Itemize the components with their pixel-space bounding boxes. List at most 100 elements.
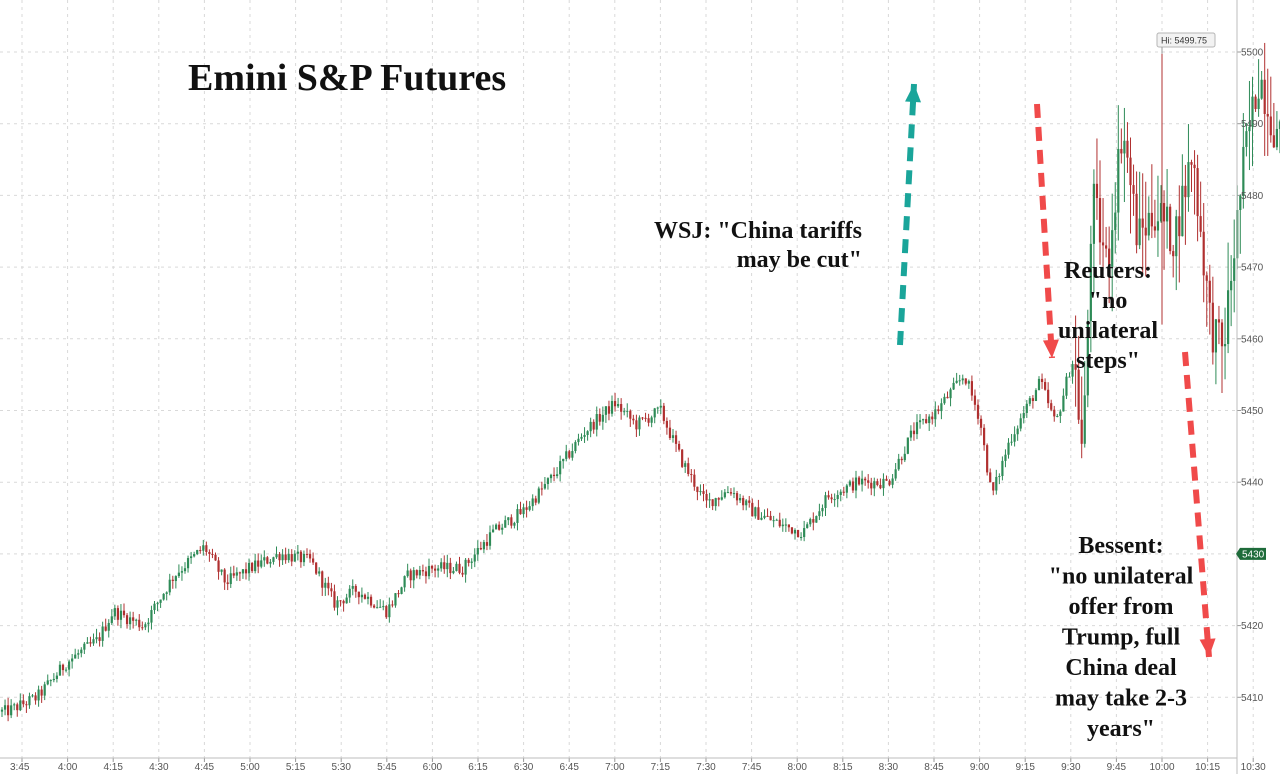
- candle-body: [1166, 206, 1169, 222]
- candle-body: [879, 484, 882, 489]
- y-tick-label: 5410: [1241, 693, 1264, 704]
- candle-body: [22, 700, 25, 705]
- candle-body: [238, 572, 241, 574]
- candle-body: [632, 418, 635, 421]
- y-tick-label: 5460: [1241, 334, 1264, 345]
- candle-body: [690, 474, 693, 476]
- candle-body: [522, 507, 525, 515]
- candle-body: [156, 602, 159, 604]
- candle-body: [992, 482, 995, 491]
- candle-body: [827, 495, 830, 498]
- candle-body: [1114, 212, 1117, 231]
- candle-body: [254, 560, 257, 572]
- candle-body: [568, 451, 571, 458]
- candle-body: [177, 572, 180, 577]
- arrow-down-bessent-head: [1199, 638, 1216, 657]
- candle-body: [769, 515, 772, 521]
- annotation-0: WSJ: "China tariffs may be cut": [654, 218, 862, 273]
- candle-body: [705, 493, 708, 501]
- candle-body: [55, 675, 58, 679]
- candle-body: [1254, 96, 1257, 110]
- annotation-line: Bessent:: [1078, 533, 1163, 559]
- candle-body: [812, 519, 815, 523]
- candle-body: [986, 445, 989, 473]
- x-tick-label: 7:00: [605, 762, 625, 773]
- candle-body: [1138, 218, 1141, 246]
- candle-body: [1260, 79, 1263, 99]
- candle-body: [955, 380, 958, 383]
- candle-body: [202, 545, 205, 551]
- candle-body: [693, 474, 696, 487]
- candle-body: [183, 568, 187, 572]
- candle-body: [144, 624, 147, 628]
- candle-body: [287, 554, 290, 561]
- candle-body: [7, 705, 10, 716]
- candle-body: [168, 579, 171, 593]
- candle-body: [656, 407, 659, 409]
- annotation-line: unilateral: [1058, 318, 1158, 344]
- candle-body: [1269, 116, 1272, 136]
- candle-body: [1010, 441, 1013, 443]
- candle-body: [296, 551, 299, 554]
- candle-body: [61, 664, 65, 671]
- candle-body: [1028, 398, 1031, 404]
- candle-body: [867, 480, 870, 483]
- candle-body: [726, 492, 729, 494]
- candle-body: [842, 491, 845, 493]
- annotation-2: Bessent: "no unilateral offer from Trump, f…: [1049, 533, 1194, 742]
- candle-body: [562, 458, 565, 462]
- candle-body: [1089, 243, 1092, 322]
- candle-body: [64, 669, 68, 671]
- candle-body: [961, 378, 964, 381]
- x-tick-label: 6:15: [468, 762, 488, 773]
- x-tick-label: 6:30: [514, 762, 534, 773]
- x-tick-label: 7:30: [696, 762, 716, 773]
- candle-body: [147, 622, 150, 625]
- candle-body: [552, 474, 556, 477]
- candle-body: [586, 431, 589, 436]
- candle-body: [235, 572, 238, 576]
- candle-body: [458, 563, 461, 573]
- candle-body: [141, 627, 144, 629]
- candle-body: [1037, 378, 1041, 391]
- candle-body: [891, 478, 894, 485]
- annotation-line: Trump, full: [1062, 625, 1181, 651]
- candle-body: [241, 569, 245, 574]
- candle-body: [922, 419, 925, 421]
- candle-body: [1239, 195, 1242, 210]
- x-tick-label: 3:45: [10, 762, 30, 773]
- annotation-line: may take 2-3: [1055, 686, 1187, 712]
- candle-body: [806, 524, 809, 529]
- candle-body: [1117, 148, 1120, 213]
- x-tick-label: 4:00: [58, 762, 78, 773]
- candle-body: [3, 705, 7, 710]
- candle-body: [912, 430, 916, 435]
- annotation-line: WSJ: "China tariffs: [654, 218, 862, 244]
- candle-body: [501, 527, 504, 530]
- candle-body: [1141, 218, 1144, 228]
- candle-body: [751, 502, 754, 517]
- candle-body: [873, 481, 876, 489]
- candle-body: [998, 476, 1001, 478]
- markers: Hi: 5499.75 5430: [1156, 32, 1266, 560]
- candle-body: [34, 695, 37, 701]
- candle-body: [1187, 162, 1190, 198]
- candle-body: [1056, 415, 1059, 417]
- candle-body: [681, 449, 684, 467]
- annotation-line: Reuters:: [1064, 258, 1152, 284]
- candle-body: [278, 554, 281, 561]
- candle-body: [391, 604, 394, 606]
- x-tick-label: 8:30: [879, 762, 899, 773]
- candle-body: [626, 410, 629, 412]
- candle-body: [796, 529, 800, 538]
- candle-body: [281, 554, 284, 561]
- candle-body: [336, 600, 339, 608]
- candle-body: [546, 478, 550, 485]
- candle-body: [223, 569, 226, 583]
- candle-body: [1175, 216, 1178, 257]
- candle-body: [13, 704, 16, 706]
- candle-body: [229, 573, 232, 585]
- candle-body: [171, 579, 174, 582]
- candle-body: [1245, 131, 1248, 147]
- last-price-tag: [1236, 547, 1266, 560]
